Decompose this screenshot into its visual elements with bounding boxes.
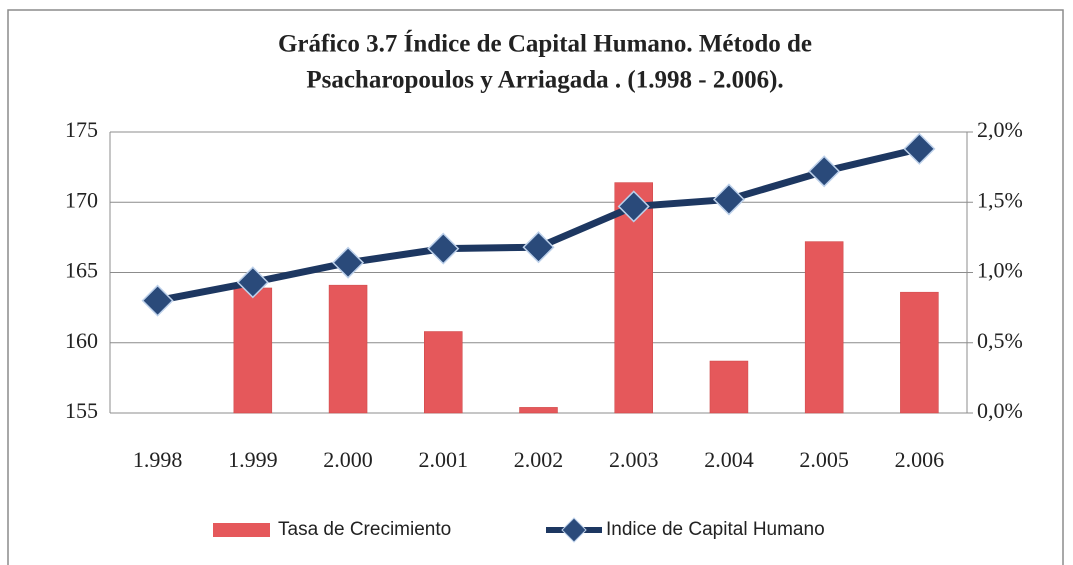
bar (424, 331, 463, 414)
bar (900, 291, 939, 414)
legend-swatch (213, 523, 270, 537)
legend-label: Tasa de Crecimiento (278, 519, 451, 540)
bar (804, 241, 844, 414)
y-tick-label: 170 (65, 187, 98, 212)
bar (519, 407, 558, 414)
y-tick-label: 155 (65, 398, 98, 423)
y2-tick-label: 1,5% (977, 187, 1023, 212)
y2-tick-label: 0,5% (977, 328, 1023, 353)
marker (712, 183, 746, 216)
chart-border (7, 9, 1064, 565)
legend-label: Indice de Capital Humano (606, 519, 825, 540)
legend-marker (561, 517, 587, 543)
x-tick-label: 1.999 (228, 447, 278, 472)
marker (331, 246, 365, 279)
x-tick-label: 1.998 (133, 447, 183, 472)
marker (808, 155, 841, 188)
marker (617, 190, 650, 223)
chart-title: Gráfico 3.7 Índice de Capital Humano. Mé… (278, 30, 812, 58)
y-tick-label: 175 (65, 117, 98, 142)
x-tick-label: 2.001 (419, 447, 469, 472)
x-tick-label: 2.003 (609, 447, 659, 472)
y2-tick-label: 1,0% (977, 258, 1023, 283)
x-tick-label: 2.002 (514, 447, 564, 472)
marker (427, 232, 460, 265)
bar (709, 360, 749, 414)
marker (236, 266, 269, 299)
x-tick-label: 2.004 (704, 447, 754, 472)
bar (328, 284, 368, 414)
y-tick-label: 160 (65, 328, 98, 353)
x-tick-label: 2.006 (895, 447, 945, 472)
marker (522, 231, 555, 264)
x-tick-label: 2.000 (323, 447, 373, 472)
chart-title: Psacharopoulos y Arriagada . (1.998 - 2.… (306, 67, 783, 94)
bar (233, 287, 273, 414)
marker (141, 284, 174, 317)
y-tick-label: 165 (65, 258, 98, 283)
x-tick-label: 2.005 (799, 447, 849, 472)
y2-tick-label: 2,0% (977, 117, 1023, 142)
y2-tick-label: 0,0% (977, 398, 1023, 423)
marker (903, 132, 936, 165)
